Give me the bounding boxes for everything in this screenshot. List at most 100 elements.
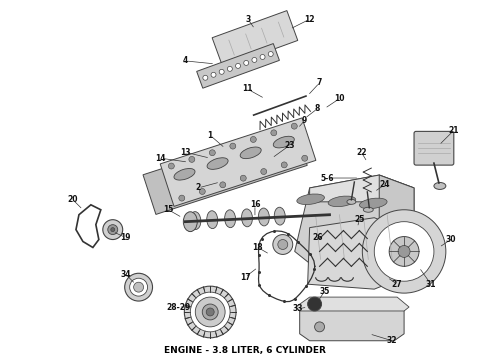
Ellipse shape: [207, 158, 228, 169]
Ellipse shape: [240, 147, 261, 159]
Circle shape: [230, 143, 236, 149]
Circle shape: [203, 75, 208, 80]
Polygon shape: [308, 218, 399, 289]
Circle shape: [211, 72, 216, 77]
Ellipse shape: [363, 207, 373, 212]
Ellipse shape: [347, 199, 356, 204]
Text: 23: 23: [285, 141, 295, 150]
Text: 22: 22: [356, 148, 367, 157]
Ellipse shape: [183, 212, 197, 231]
Circle shape: [184, 286, 236, 338]
Text: 32: 32: [387, 336, 397, 345]
Text: 30: 30: [445, 235, 456, 244]
Text: 27: 27: [392, 280, 402, 289]
Circle shape: [291, 123, 297, 129]
Circle shape: [244, 60, 249, 66]
Circle shape: [271, 130, 277, 136]
Text: 13: 13: [180, 148, 191, 157]
Text: 20: 20: [68, 195, 78, 204]
Polygon shape: [160, 118, 316, 206]
Circle shape: [261, 168, 267, 175]
Text: 5-6: 5-6: [321, 174, 334, 183]
Circle shape: [179, 195, 185, 201]
Circle shape: [196, 297, 225, 327]
Circle shape: [111, 228, 115, 231]
Text: 3: 3: [245, 15, 250, 24]
Text: 2: 2: [196, 184, 201, 193]
Circle shape: [362, 210, 446, 293]
Circle shape: [268, 51, 273, 57]
Ellipse shape: [297, 194, 324, 204]
Text: 18: 18: [253, 243, 263, 252]
Text: 10: 10: [334, 94, 344, 103]
Ellipse shape: [174, 168, 195, 180]
Polygon shape: [310, 175, 414, 202]
Text: 31: 31: [426, 280, 436, 289]
Text: 8: 8: [315, 104, 320, 113]
Text: 17: 17: [240, 273, 250, 282]
Text: 28-29: 28-29: [166, 302, 191, 311]
Text: 9: 9: [302, 116, 307, 125]
Text: 24: 24: [379, 180, 390, 189]
FancyBboxPatch shape: [414, 131, 454, 165]
Circle shape: [398, 246, 410, 257]
Circle shape: [281, 162, 287, 168]
Polygon shape: [143, 126, 307, 215]
Circle shape: [389, 237, 419, 266]
Text: 14: 14: [155, 154, 166, 163]
Polygon shape: [196, 44, 279, 88]
Circle shape: [308, 297, 321, 311]
Text: 33: 33: [293, 305, 303, 314]
Circle shape: [189, 156, 195, 162]
Circle shape: [190, 292, 230, 332]
Circle shape: [103, 220, 122, 239]
Circle shape: [199, 189, 205, 194]
Ellipse shape: [242, 209, 252, 227]
Text: 35: 35: [319, 287, 330, 296]
Polygon shape: [379, 175, 414, 267]
Text: 7: 7: [317, 78, 322, 87]
Circle shape: [302, 155, 308, 161]
Circle shape: [202, 304, 218, 320]
Circle shape: [219, 69, 224, 74]
Text: ENGINE - 3.8 LITER, 6 CYLINDER: ENGINE - 3.8 LITER, 6 CYLINDER: [164, 346, 326, 355]
Text: 15: 15: [163, 205, 173, 214]
Polygon shape: [294, 175, 414, 267]
Circle shape: [108, 225, 118, 235]
Ellipse shape: [360, 198, 387, 209]
Circle shape: [260, 54, 265, 59]
Circle shape: [273, 235, 293, 255]
Text: 26: 26: [312, 233, 323, 242]
Circle shape: [209, 150, 215, 156]
Text: 11: 11: [242, 84, 252, 93]
Circle shape: [227, 66, 232, 71]
Ellipse shape: [274, 207, 285, 225]
Text: 1: 1: [208, 131, 213, 140]
Ellipse shape: [207, 211, 218, 229]
Circle shape: [374, 222, 434, 281]
Circle shape: [250, 136, 256, 143]
Ellipse shape: [258, 208, 270, 226]
Text: 34: 34: [121, 270, 131, 279]
Circle shape: [124, 273, 152, 301]
Text: 16: 16: [250, 200, 260, 209]
Ellipse shape: [224, 210, 236, 228]
Polygon shape: [295, 297, 409, 311]
Text: 25: 25: [354, 215, 365, 224]
Circle shape: [169, 163, 174, 169]
Circle shape: [252, 58, 257, 62]
Circle shape: [130, 278, 147, 296]
Text: 19: 19: [121, 233, 131, 242]
Circle shape: [220, 182, 226, 188]
Ellipse shape: [434, 183, 446, 189]
Text: 21: 21: [448, 126, 459, 135]
Ellipse shape: [190, 212, 201, 229]
Circle shape: [134, 282, 144, 292]
Circle shape: [236, 63, 241, 68]
Text: 12: 12: [304, 15, 315, 24]
Circle shape: [315, 322, 324, 332]
Ellipse shape: [273, 136, 294, 148]
Circle shape: [206, 308, 214, 316]
Polygon shape: [300, 299, 404, 341]
Polygon shape: [212, 10, 298, 68]
